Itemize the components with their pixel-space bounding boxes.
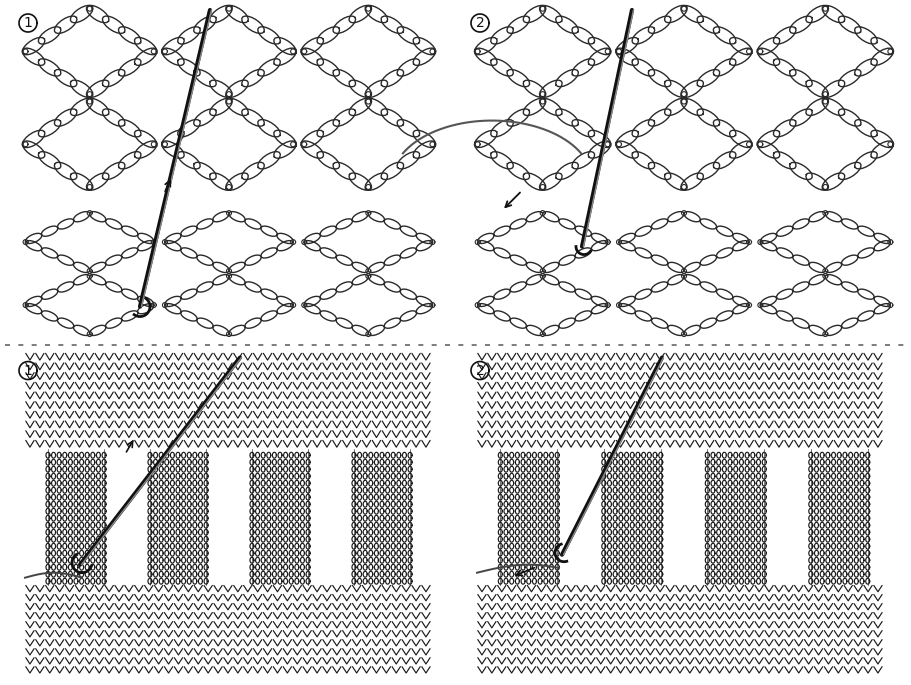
Text: 1: 1 <box>24 364 33 377</box>
Text: 1: 1 <box>24 16 33 30</box>
Text: 2: 2 <box>476 16 485 30</box>
Text: 2: 2 <box>476 364 485 377</box>
